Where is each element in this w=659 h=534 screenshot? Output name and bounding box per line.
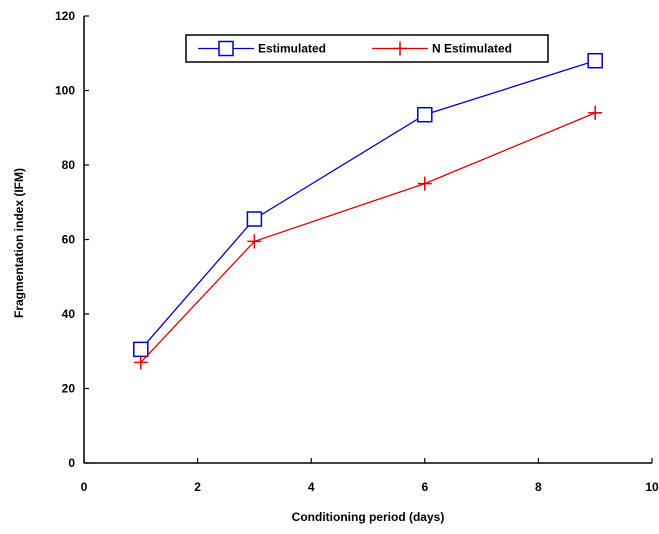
data-point-square <box>218 40 234 57</box>
x-tick-label: 4 <box>308 480 315 494</box>
data-point-plus <box>247 234 262 249</box>
tick-labels: 0 20 40 60 80 100 120 0 2 4 6 8 10 <box>55 9 659 494</box>
y-tick-label: 100 <box>55 84 75 98</box>
x-tick-label: 6 <box>421 480 428 494</box>
y-axis-title: Fragmentation index (IFM) <box>12 168 26 318</box>
data-point-square <box>246 211 263 227</box>
y-tick-label: 0 <box>68 456 75 470</box>
y-tick-label: 40 <box>62 307 76 321</box>
x-tick-label: 10 <box>645 480 659 494</box>
x-tick-label: 8 <box>535 480 542 494</box>
data-point-square <box>133 341 149 358</box>
legend-item-1: Estimulated <box>198 40 326 57</box>
series-1 <box>133 52 603 358</box>
data-point-square <box>417 106 433 123</box>
x-axis-title: Conditioning period (days) <box>292 510 445 524</box>
y-tick-label: 20 <box>62 382 76 396</box>
legend: Estimulated N Estimulated <box>185 34 549 63</box>
legend-label: Estimulated <box>258 42 326 56</box>
data-point-plus <box>393 41 407 56</box>
y-tick-label: 60 <box>62 233 76 247</box>
y-tick-label: 80 <box>62 158 76 172</box>
data-point-plus <box>417 176 432 191</box>
series-line <box>140 112 596 363</box>
series-2 <box>133 105 603 370</box>
x-tick-label: 2 <box>194 480 201 494</box>
y-tick-label: 120 <box>55 9 75 23</box>
x-tick-label: 0 <box>81 480 88 494</box>
data-point-plus <box>588 105 603 120</box>
data-point-square <box>587 52 603 69</box>
legend-item-2: N Estimulated <box>372 41 512 56</box>
data-point-plus <box>133 355 148 370</box>
axes <box>83 15 653 464</box>
series-line <box>140 60 596 350</box>
series-lines <box>133 52 603 370</box>
legend-label: N Estimulated <box>432 42 512 56</box>
